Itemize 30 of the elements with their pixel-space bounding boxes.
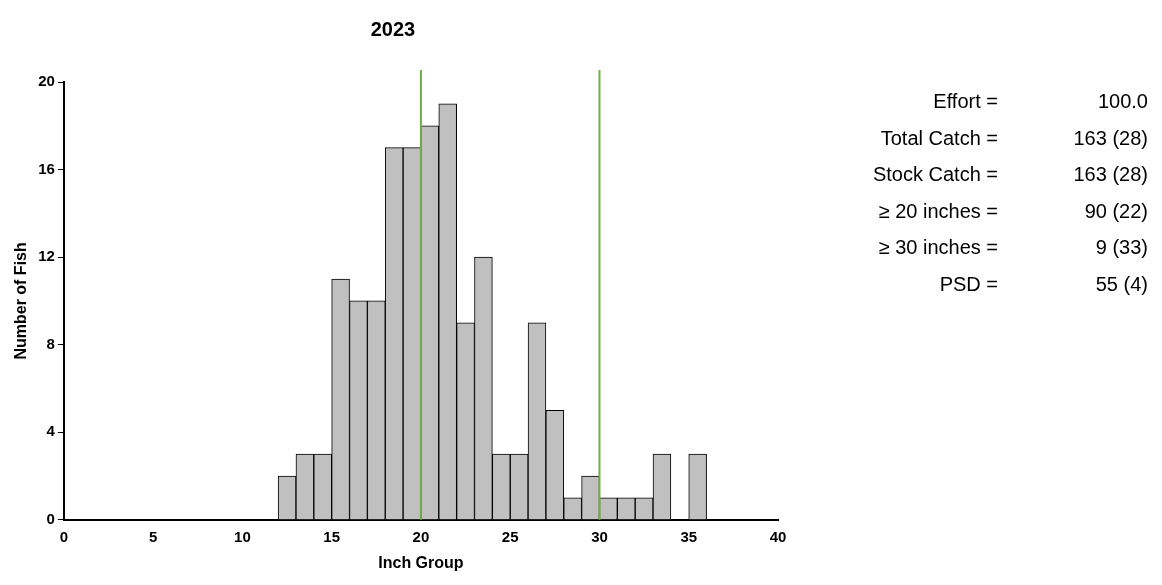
x-tick-label: 0 (59, 527, 69, 545)
x-tick-label: 10 (234, 527, 251, 545)
x-tick-label: 15 (323, 527, 341, 545)
text: 90 (22) (1083, 199, 1148, 224)
text: 55 (4) (1094, 272, 1148, 297)
text: 163 (28) (1072, 126, 1148, 151)
text: Stock Catch = (871, 163, 998, 187)
y-tick-label: 16 (38, 159, 55, 177)
text: Total Catch = (879, 126, 998, 151)
y-tick-label: 4 (46, 422, 56, 440)
x-axis-title: Inch Group (378, 553, 464, 571)
y-tick-label: 0 (46, 509, 55, 527)
text: PSD = (938, 272, 998, 297)
x-tick-label: 35 (680, 527, 698, 545)
chart-title: 2023 (370, 17, 416, 40)
text: 100.0 (1096, 90, 1148, 114)
x-tick-label: 20 (412, 527, 430, 545)
x-tick-label: 25 (501, 527, 519, 545)
text: 9 (33) (1094, 236, 1148, 260)
y-tick-label: 12 (38, 247, 55, 265)
text: ≥ 20 inches = (877, 199, 998, 224)
y-tick-label: 20 (38, 72, 55, 90)
x-tick-label: 5 (148, 527, 158, 545)
x-tick-label: 30 (591, 527, 608, 545)
text: Effort = (932, 90, 998, 114)
text: 163 (28) (1072, 163, 1148, 187)
text: ≥ 30 inches = (877, 236, 998, 260)
y-tick-label: 8 (46, 334, 55, 352)
y-axis-title: Number of Fish (12, 242, 30, 360)
x-tick-label: 40 (769, 527, 787, 545)
